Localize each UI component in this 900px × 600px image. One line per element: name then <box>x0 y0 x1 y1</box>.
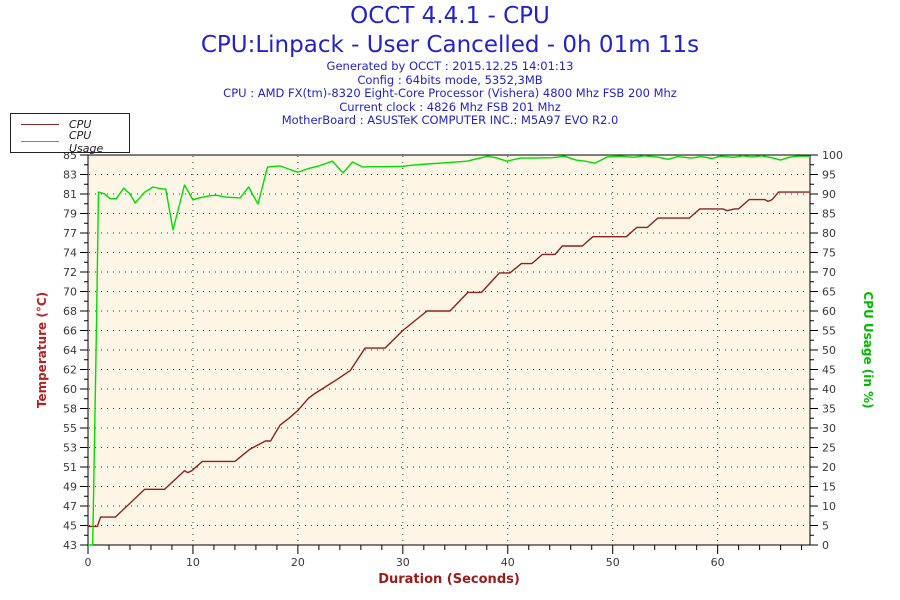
right-tick-label: 85 <box>822 208 836 221</box>
info-clock: Current clock : 4826 Mhz FSB 201 Mhz <box>339 99 561 114</box>
right-tick-label: 10 <box>822 500 836 513</box>
right-tick-label: 45 <box>822 364 836 377</box>
left-tick-label: 62 <box>63 364 77 377</box>
right-tick-label: 0 <box>822 539 829 552</box>
right-tick-label: 65 <box>822 286 836 299</box>
left-tick-label: 60 <box>63 383 77 396</box>
left-tick-label: 66 <box>63 325 77 338</box>
info-config: Config : 64bits mode, 5352,3MB <box>357 72 543 87</box>
left-tick-label: 83 <box>63 169 77 182</box>
right-tick-label: 70 <box>822 266 836 279</box>
right-tick-label: 50 <box>822 344 836 357</box>
plot-border <box>87 154 811 546</box>
right-tick-label: 30 <box>822 422 836 435</box>
x-tick-label: 50 <box>606 556 620 569</box>
legend-label-cpu-usage: CPU Usage <box>68 128 104 155</box>
cpu-usage-series-line <box>88 155 810 546</box>
x-tick-label: 30 <box>396 556 410 569</box>
x-tick-label: 10 <box>186 556 200 569</box>
x-axis-title: Duration (Seconds) <box>378 572 520 587</box>
x-tick-label: 20 <box>291 556 305 569</box>
right-tick-label: 90 <box>822 188 836 201</box>
right-tick-label: 25 <box>822 442 836 455</box>
right-tick-label: 5 <box>822 520 829 533</box>
right-tick-label: 15 <box>822 481 836 494</box>
x-tick-label: 0 <box>85 556 92 569</box>
left-tick-label: 45 <box>63 520 77 533</box>
info-generated: Generated by OCCT : 2015.12.25 14:01:13 <box>326 59 574 73</box>
legend-item-cpu: CPU <box>11 118 129 132</box>
cpu-usage-line-swatch <box>21 141 59 142</box>
right-tick-label: 80 <box>822 227 836 240</box>
right-tick-label: 55 <box>822 325 836 338</box>
left-tick-label: 43 <box>63 539 77 552</box>
x-tick-label: 40 <box>501 556 515 569</box>
page-subtitle: CPU:Linpack - User Cancelled - 0h 01m 11… <box>200 32 700 58</box>
right-tick-label: 95 <box>822 169 836 182</box>
left-tick-label: 77 <box>63 227 77 240</box>
cpu-line-swatch <box>21 124 59 125</box>
chart-legend: CPU CPU Usage <box>10 113 130 155</box>
info-cpu: CPU : AMD FX(tm)-8320 Eight-Core Process… <box>223 86 677 100</box>
right-axis-title: CPU Usage (in %) <box>861 291 875 408</box>
legend-item-cpu-usage: CPU Usage <box>11 129 129 155</box>
left-tick-label: 55 <box>63 422 77 435</box>
left-tick-label: 47 <box>63 500 77 513</box>
left-tick-label: 58 <box>63 403 77 416</box>
left-tick-label: 68 <box>63 305 77 318</box>
info-motherboard: MotherBoard : ASUSTeK COMPUTER INC.: M5A… <box>281 113 619 127</box>
right-tick-label: 40 <box>822 383 836 396</box>
report-header: OCCT 4.4.1 - CPU CPU:Linpack - User Canc… <box>0 2 900 128</box>
left-tick-label: 64 <box>63 344 77 357</box>
left-tick-label: 81 <box>63 188 77 201</box>
grid-lines <box>89 156 809 544</box>
left-tick-label: 53 <box>63 442 77 455</box>
left-tick-label: 70 <box>63 286 77 299</box>
legend-label-cpu: CPU <box>69 118 92 131</box>
left-tick-label: 49 <box>63 481 77 494</box>
left-tick-label: 72 <box>63 266 77 279</box>
right-tick-label: 20 <box>822 461 836 474</box>
right-tick-label: 75 <box>822 247 836 260</box>
right-tick-label: 100 <box>822 149 843 162</box>
page-title: OCCT 4.4.1 - CPU <box>350 3 550 29</box>
x-tick-label: 60 <box>711 556 725 569</box>
left-tick-label: 74 <box>63 247 77 260</box>
right-tick-label: 60 <box>822 305 836 318</box>
right-tick-label: 35 <box>822 403 836 416</box>
left-axis-title: Temperature (°C) <box>35 292 49 408</box>
temperature-series-line <box>88 191 810 528</box>
axis-ticks <box>80 154 818 554</box>
left-tick-label: 51 <box>63 461 77 474</box>
left-tick-label: 79 <box>63 208 77 221</box>
